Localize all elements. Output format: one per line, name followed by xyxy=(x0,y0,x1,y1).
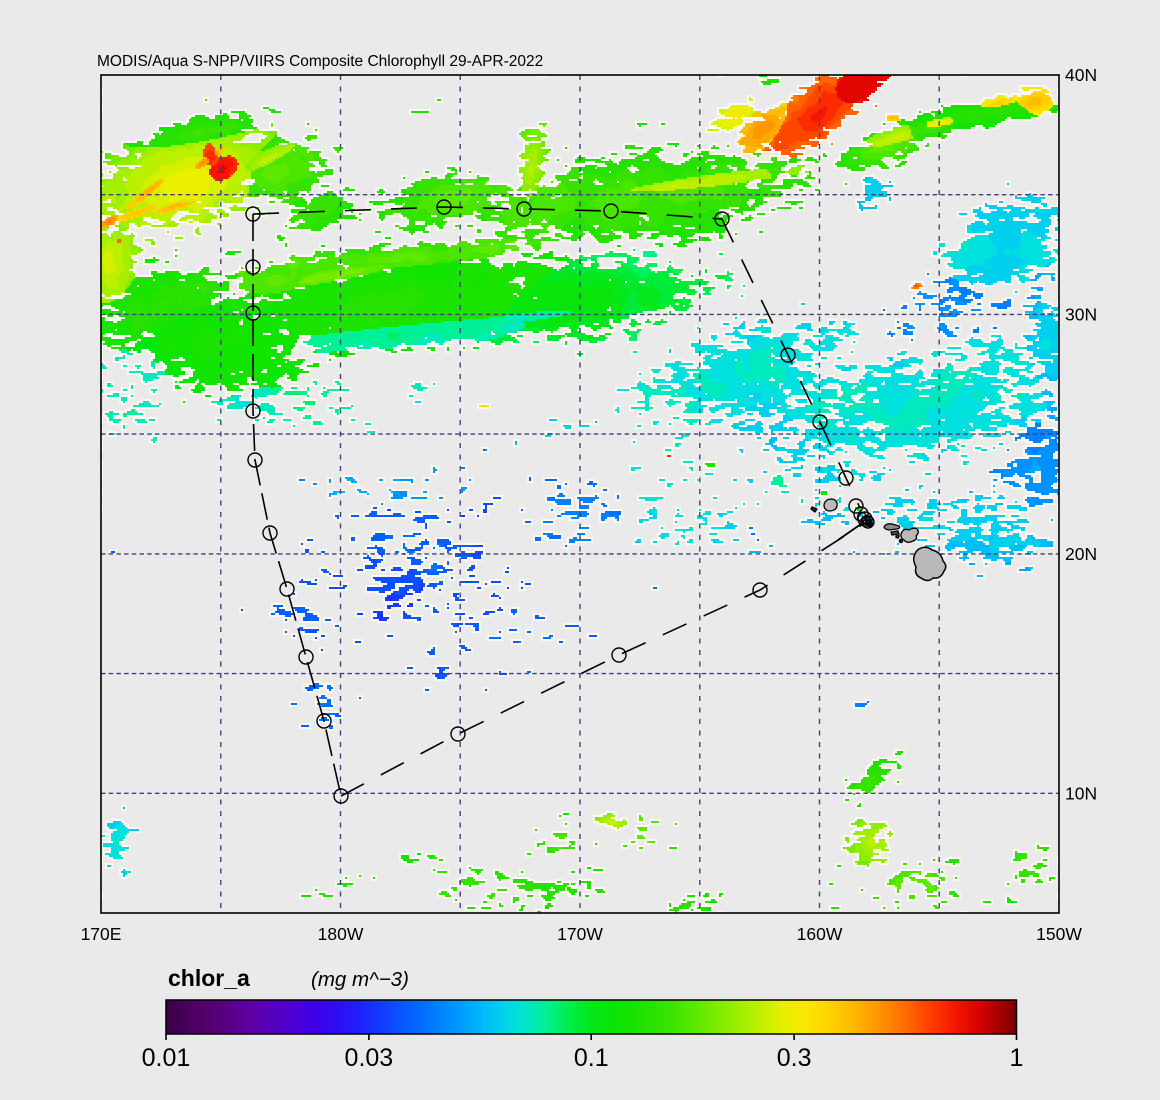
svg-text:0.03: 0.03 xyxy=(345,1044,394,1072)
svg-text:160W: 160W xyxy=(797,924,843,944)
svg-text:(mg m^−3): (mg m^−3) xyxy=(311,968,409,991)
svg-text:170E: 170E xyxy=(81,924,122,944)
svg-text:30N: 30N xyxy=(1065,305,1097,325)
svg-text:0.3: 0.3 xyxy=(777,1044,812,1072)
svg-text:chlor_a: chlor_a xyxy=(168,965,250,991)
svg-text:1: 1 xyxy=(1010,1044,1024,1072)
svg-text:40N: 40N xyxy=(1065,65,1097,85)
svg-text:150W: 150W xyxy=(1036,924,1082,944)
svg-text:0.1: 0.1 xyxy=(574,1044,609,1072)
svg-text:20N: 20N xyxy=(1065,544,1097,564)
svg-text:0.01: 0.01 xyxy=(142,1044,191,1072)
svg-text:170W: 170W xyxy=(557,924,603,944)
svg-text:MODIS/Aqua S-NPP/VIIRS Composi: MODIS/Aqua S-NPP/VIIRS Composite Chlorop… xyxy=(97,53,543,70)
svg-text:10N: 10N xyxy=(1065,784,1097,804)
svg-text:180W: 180W xyxy=(318,924,364,944)
